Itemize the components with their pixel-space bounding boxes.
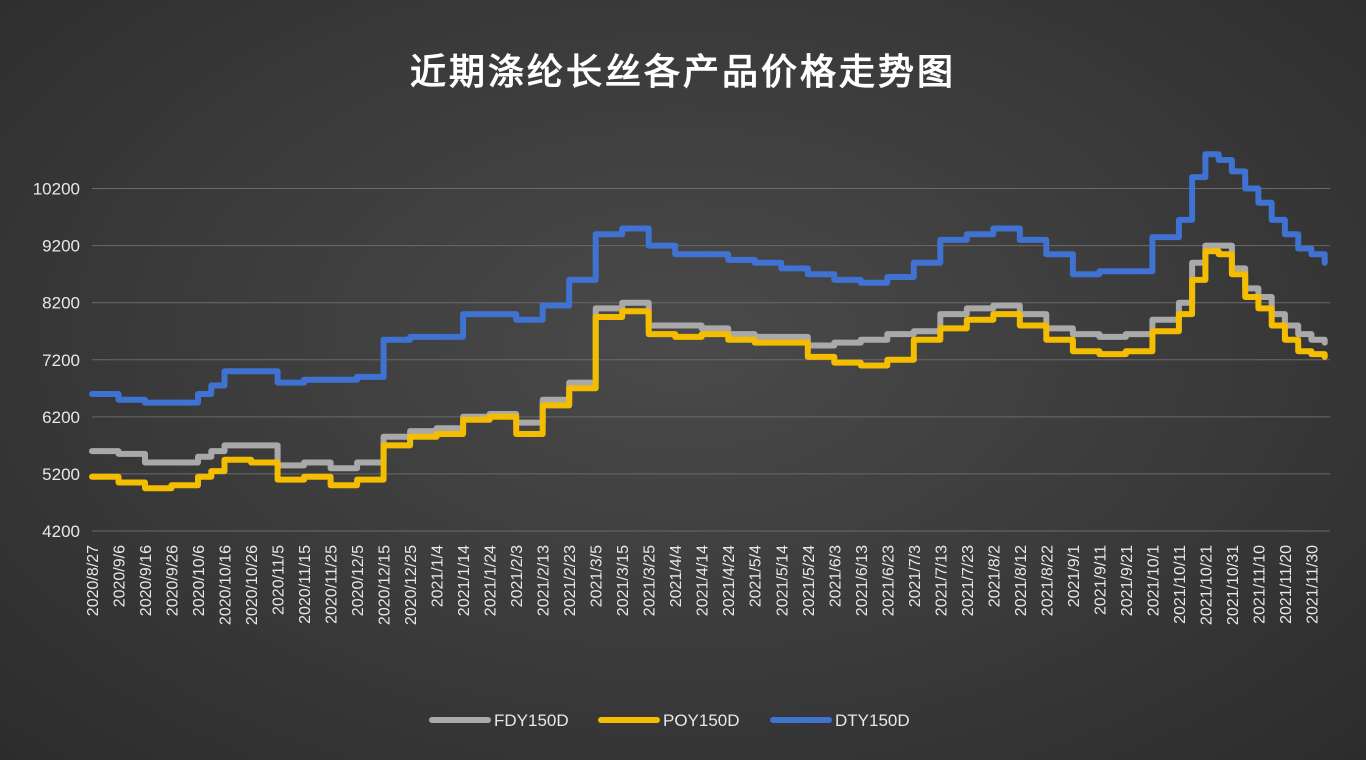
x-tick-label: 2021/7/23 [960,545,977,616]
y-tick-label: 6200 [42,408,80,427]
x-tick-label: 2020/12/25 [403,545,420,625]
x-tick-label: 2021/11/30 [1304,545,1321,624]
chart-title: 近期涤纶长丝各产品价格走势图 [410,51,956,93]
legend-label-fdy150d: FDY150D [494,711,569,730]
x-tick-label: 2020/10/26 [244,545,261,625]
x-tick-label: 2020/10/6 [191,545,208,616]
x-tick-label: 2021/4/14 [695,545,712,616]
x-tick-label: 2020/10/16 [218,545,235,625]
y-tick-label: 8200 [42,294,80,313]
x-tick-label: 2021/1/14 [456,545,473,616]
y-tick-label: 9200 [42,237,80,256]
legend-label-dty150d: DTY150D [835,711,910,730]
series-lines [89,151,1328,492]
x-tick-label: 2021/9/11 [1092,545,1109,615]
x-tick-label: 2021/10/21 [1198,545,1215,625]
x-tick-label: 2021/3/25 [642,545,659,616]
x-tick-label: 2021/2/13 [536,545,553,616]
y-tick-label: 4200 [42,522,80,541]
legend-label-poy150d: POY150D [663,711,740,730]
x-tick-label: 2020/11/15 [297,545,314,624]
x-tick-label: 2021/10/11 [1172,545,1189,624]
x-tick-label: 2020/9/6 [112,545,129,607]
x-tick-label: 2021/4/24 [721,545,738,616]
x-tick-label: 2021/10/1 [1145,545,1162,616]
x-tick-label: 2021/8/12 [1013,545,1030,616]
x-tick-label: 2021/9/21 [1119,545,1136,616]
x-tick-label: 2021/11/10 [1251,545,1268,624]
x-tick-label: 2021/7/13 [933,545,950,616]
gridlines [92,188,1330,532]
y-tick-label: 5200 [42,465,80,484]
x-tick-label: 2020/8/27 [85,545,102,616]
x-tick-label: 2020/11/5 [271,545,288,615]
x-tick-label: 2020/11/25 [324,545,341,624]
x-tick-label: 2021/2/3 [509,545,526,607]
x-tick-label: 2021/5/14 [774,545,791,616]
x-tick-label: 2021/8/22 [1039,545,1056,616]
x-tick-label: 2021/6/23 [880,545,897,616]
x-tick-label: 2021/4/4 [668,545,685,607]
x-tick-label: 2021/6/13 [854,545,871,616]
x-tick-label: 2020/12/5 [350,545,367,616]
x-tick-label: 2021/1/24 [483,545,500,616]
series-line-poy150d [89,248,1328,492]
series-line-dty150d [89,151,1328,406]
x-tick-label: 2021/2/23 [562,545,579,616]
x-tick-label: 2021/3/5 [589,545,606,607]
x-tick-label: 2021/11/20 [1278,545,1295,624]
y-tick-label: 10200 [33,180,80,199]
x-tick-label: 2021/10/31 [1225,545,1242,625]
x-tick-label: 2021/5/24 [801,545,818,616]
x-axis-tick-labels: 2020/8/27 2020/9/6 2020/9/16 2020/9/26 2020/… [85,545,1321,625]
x-tick-label: 2021/8/2 [986,545,1003,607]
x-tick-label: 2020/9/16 [138,545,155,616]
series-line-fdy150d [89,242,1328,472]
x-tick-label: 2020/9/26 [165,545,182,616]
x-tick-label: 2021/9/1 [1066,545,1083,607]
x-tick-label: 2021/3/15 [615,545,632,616]
x-tick-label: 2021/5/4 [748,545,765,607]
x-tick-label: 2020/12/15 [377,545,394,625]
legend: FDY150D POY150D DTY150D [429,711,910,730]
x-tick-label: 2021/6/3 [827,545,844,607]
y-axis-tick-labels: 4200 5200 6200 7200 8200 9200 10200 [33,180,80,541]
x-tick-label: 2021/7/3 [907,545,924,607]
x-tick-label: 2021/1/4 [430,545,447,607]
y-tick-label: 7200 [42,351,80,370]
